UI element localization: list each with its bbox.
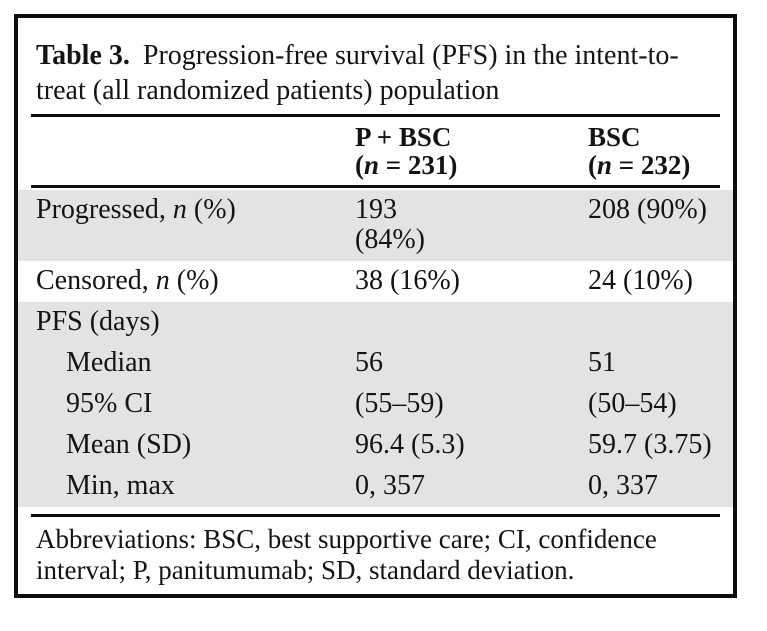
column-header-p-bsc-n: (n = 231)	[355, 150, 458, 180]
row-label: Progressed, n (%)	[36, 194, 236, 225]
row-label: PFS (days)	[36, 306, 160, 337]
row-pfs-days: PFS (days)	[18, 302, 733, 343]
column-header-empty	[18, 123, 355, 179]
footnote-gap	[18, 507, 733, 514]
value-cell-pbsc: 38 (16%)	[355, 265, 460, 296]
row-mean-sd: Mean (SD) 96.4 (5.3) 59.7 (3.75)	[18, 425, 733, 466]
value-cell-pbsc: 96.4 (5.3)	[355, 429, 465, 460]
row-label: Censored, n (%)	[36, 265, 219, 296]
value-cell-bsc: 208 (90%)	[588, 194, 707, 225]
table-number-label: Table 3.	[36, 40, 130, 71]
value-cell-bsc: 51	[588, 347, 616, 378]
row-median: Median 56 51	[18, 343, 733, 384]
row-label: 95% CI	[66, 388, 153, 419]
value-cell-bsc	[588, 307, 733, 337]
column-header-row: P + BSC (n = 231) BSC (n = 232)	[18, 117, 733, 185]
column-header-bsc: BSC (n = 232)	[588, 123, 733, 179]
column-header-bsc-name: BSC	[588, 122, 641, 152]
value-cell-bsc: (50–54)	[588, 388, 677, 419]
value-cell-pbsc: 193 (84%)	[355, 194, 425, 255]
row-95ci: 95% CI (55–59) (50–54)	[18, 384, 733, 425]
row-min-max: Min, max 0, 357 0, 337	[18, 466, 733, 507]
row-label: Mean (SD)	[66, 429, 192, 460]
row-label: Median	[66, 347, 152, 378]
row-progressed: Progressed, n (%) 193 (84%) 208 (90%)	[18, 190, 733, 261]
value-cell-pbsc	[355, 307, 588, 337]
value-cell-bsc: 24 (10%)	[588, 265, 693, 296]
row-label: Min, max	[66, 470, 175, 501]
table-title: Table 3. Progression-free survival (PFS) …	[18, 18, 733, 114]
table-frame: Table 3. Progression-free survival (PFS) …	[14, 14, 737, 598]
column-header-p-bsc-name: P + BSC	[355, 122, 452, 152]
value-cell-pbsc: 56	[355, 347, 383, 378]
column-header-bsc-n: (n = 232)	[588, 150, 691, 180]
footnote-rule	[31, 514, 720, 517]
value-cell-pbsc: (55–59)	[355, 388, 444, 419]
value-cell-bsc: 0, 337	[588, 470, 658, 501]
value-cell-bsc: 59.7 (3.75)	[588, 429, 712, 460]
value-cell-pbsc: 0, 357	[355, 470, 425, 501]
table-footnote: Abbreviations: BSC, best supportive care…	[36, 524, 657, 585]
row-censored: Censored, n (%) 38 (16%) 24 (10%)	[18, 261, 733, 302]
table-title-text: Progression-free survival (PFS) in the i…	[36, 40, 679, 106]
title-rule	[31, 114, 720, 117]
column-header-p-bsc: P + BSC (n = 231)	[355, 123, 588, 179]
header-rule	[31, 185, 720, 188]
